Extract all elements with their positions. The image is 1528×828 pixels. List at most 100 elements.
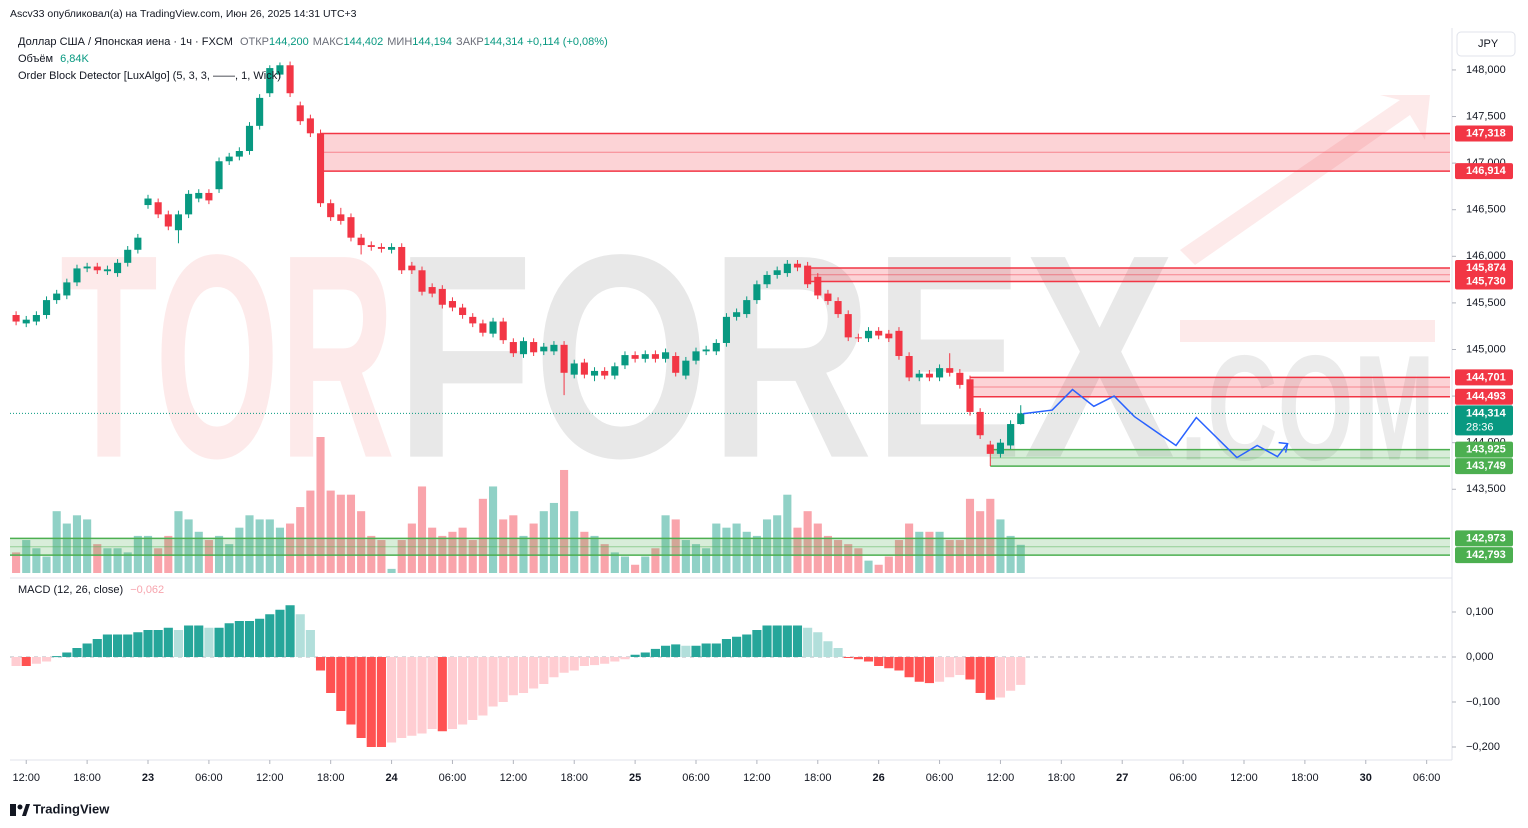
macd-bar bbox=[721, 639, 732, 657]
candle-body bbox=[844, 314, 852, 338]
volume-bar bbox=[448, 531, 457, 573]
candle-body bbox=[560, 344, 568, 373]
volume-bar bbox=[32, 548, 41, 573]
macd-bar bbox=[894, 657, 904, 671]
candle-body bbox=[63, 282, 71, 296]
candle-body bbox=[793, 263, 802, 268]
y-tick-label: 148,000 bbox=[1466, 64, 1506, 76]
price-label-box bbox=[1455, 125, 1513, 142]
macd-bar bbox=[843, 657, 853, 658]
macd-bar bbox=[123, 634, 133, 657]
volume-bar bbox=[265, 519, 274, 573]
volume-bar bbox=[945, 540, 954, 573]
macd-bar bbox=[985, 657, 995, 700]
x-tick-label: 06:00 bbox=[439, 772, 467, 784]
price-label-box bbox=[1455, 369, 1513, 386]
macd-bar bbox=[660, 645, 671, 657]
volume-bar bbox=[864, 560, 873, 573]
macd-bar bbox=[518, 657, 529, 693]
candle-body bbox=[702, 349, 710, 352]
volume-bar bbox=[691, 544, 701, 573]
candle-body bbox=[398, 246, 406, 271]
candle-body bbox=[225, 156, 233, 162]
volume-bar bbox=[793, 527, 802, 573]
macd-bar bbox=[447, 657, 458, 729]
volume-bar bbox=[905, 523, 914, 573]
ohlc-label: ОТКР bbox=[239, 36, 269, 48]
candle-body bbox=[550, 344, 558, 352]
x-tick-label: 12:00 bbox=[12, 772, 40, 784]
forecast-arrowhead bbox=[1278, 441, 1289, 453]
currency[interactable]: JPY bbox=[1478, 38, 1499, 50]
candle-body bbox=[296, 105, 304, 122]
candle-body bbox=[925, 373, 933, 378]
volume-value: 6,84K bbox=[60, 53, 89, 65]
candle-body bbox=[631, 355, 639, 359]
x-tick-label: 06:00 bbox=[682, 772, 710, 784]
macd-bar bbox=[569, 657, 579, 671]
price-label: 146,914 bbox=[1466, 165, 1507, 177]
macd-bar bbox=[965, 657, 975, 680]
macd-bar bbox=[407, 657, 417, 736]
currency-button[interactable] bbox=[1456, 31, 1516, 57]
macd-bar bbox=[752, 630, 762, 657]
macd-bar bbox=[234, 621, 244, 657]
volume-bar bbox=[813, 523, 822, 573]
candle-body bbox=[215, 161, 223, 190]
volume-bar bbox=[499, 519, 508, 573]
watermark: .COM bbox=[1180, 324, 1435, 492]
macd-bar bbox=[823, 641, 833, 657]
x-tick-label: 06:00 bbox=[1413, 772, 1441, 784]
volume-bar bbox=[742, 531, 751, 573]
volume-bar bbox=[641, 556, 650, 573]
macd-y-tick-label: 0,000 bbox=[1466, 651, 1494, 663]
x-tick-label: 12:00 bbox=[500, 772, 528, 784]
volume-bar bbox=[620, 556, 630, 573]
candle-body bbox=[347, 217, 355, 238]
macd-bar bbox=[244, 621, 255, 657]
candle-body bbox=[976, 411, 984, 436]
candle-body bbox=[905, 356, 913, 378]
macd-bar bbox=[184, 625, 194, 657]
macd-legend: MACD (12, 26, close) −0,062 bbox=[18, 584, 164, 596]
ohlc-value: 144,314 bbox=[483, 36, 524, 48]
macd-bar bbox=[336, 657, 346, 711]
macd-bar bbox=[458, 657, 468, 725]
candle-body bbox=[83, 266, 91, 269]
volume-label: Объём bbox=[18, 53, 54, 65]
candle-body bbox=[114, 262, 122, 274]
macd-bar bbox=[853, 657, 863, 660]
price-label-box bbox=[1455, 441, 1513, 458]
volume-bar bbox=[702, 548, 711, 573]
macd-bar bbox=[610, 657, 620, 662]
price-label: 143,925 bbox=[1466, 444, 1506, 456]
candle-body bbox=[469, 316, 477, 324]
x-tick-label: 06:00 bbox=[195, 772, 223, 784]
volume-bar bbox=[488, 486, 498, 573]
candle-body bbox=[489, 321, 497, 334]
volume-bar bbox=[600, 544, 609, 573]
candle-body bbox=[164, 214, 172, 227]
macd-bar bbox=[782, 625, 792, 657]
volume-bar bbox=[225, 544, 234, 573]
macd-bar bbox=[427, 657, 437, 729]
volume-bar bbox=[570, 511, 579, 573]
candle-body bbox=[996, 442, 1004, 454]
volume-bar bbox=[235, 527, 244, 573]
macd-bar bbox=[671, 644, 681, 657]
macd-bar bbox=[376, 657, 386, 747]
candle-body bbox=[357, 237, 365, 246]
macd-bar bbox=[92, 639, 102, 657]
volume-bar bbox=[610, 552, 619, 573]
candle-body bbox=[570, 363, 578, 375]
candle-body bbox=[530, 342, 538, 353]
candle-body bbox=[783, 263, 791, 274]
change: +0,114 (+0,08%) bbox=[526, 36, 608, 48]
candle-body bbox=[103, 269, 111, 272]
candle-body bbox=[124, 249, 132, 263]
volume-bar bbox=[955, 540, 964, 573]
macd-bar bbox=[995, 657, 1006, 698]
volume-bar bbox=[407, 523, 416, 573]
last-price-box bbox=[1455, 405, 1513, 436]
macd-bar bbox=[173, 630, 184, 657]
